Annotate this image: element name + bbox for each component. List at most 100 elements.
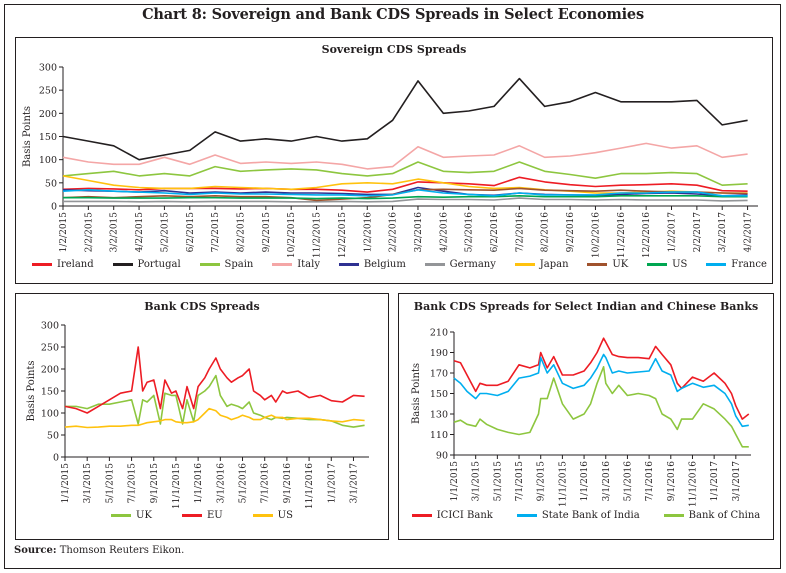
- legend-item: US: [252, 510, 293, 521]
- legend-item: Japan: [514, 259, 569, 270]
- x-tick-label: 1/1/2017: [710, 461, 720, 502]
- y-axis-label: Basis Points: [26, 360, 37, 421]
- series-line-portugal: [62, 77, 748, 161]
- x-tick-label: 11/2/2016: [617, 212, 627, 258]
- bank-title: Bank CDS Spreads: [144, 300, 260, 313]
- sovereign-legend: Ireland Portugal Spain Italy Belgium Germany J…: [32, 259, 767, 270]
- x-tick-label: 9/2/2016: [566, 212, 576, 253]
- x-tick-label: 11/1/2016: [305, 463, 315, 509]
- x-tick-label: 9/1/2016: [283, 463, 293, 504]
- x-tick-label: 5/1/2015: [105, 463, 115, 504]
- y-tick-label: 300: [39, 63, 57, 74]
- x-tick-label: 5/1/2015: [493, 461, 503, 502]
- legend-item: US: [647, 259, 687, 270]
- x-tick-label: 2/2/2017: [693, 212, 703, 253]
- legend-swatch: [338, 263, 359, 266]
- x-tick-label: 9/1/2015: [537, 461, 547, 502]
- indian-chinese-panel: Bank CDS Spreads for Select Indian and C…: [398, 293, 774, 540]
- legend-item: Belgium: [338, 259, 406, 270]
- legend-item: UK: [587, 259, 628, 270]
- y-tick-label: 0: [51, 202, 57, 213]
- y-tick-label: 150: [39, 132, 57, 143]
- y-tick-label: 0: [53, 453, 59, 464]
- x-tick-label: 4/2/2015: [135, 212, 145, 253]
- legend-item: Ireland: [32, 259, 94, 270]
- series-line-icici-bank: [453, 337, 750, 420]
- x-tick-label: 3/1/2015: [472, 461, 482, 502]
- legend-item: Germany: [424, 259, 496, 270]
- indian-chinese-chart: 90 110 130 150 170 190 210 Basis Points 1/1/2015…: [411, 328, 751, 507]
- x-tick-label: 5/1/2016: [623, 461, 633, 502]
- legend-label: France: [731, 259, 767, 270]
- series-line-bank-of-china: [453, 366, 749, 448]
- y-tick-label: 130: [430, 410, 448, 421]
- x-tick-label: 3/1/2017: [349, 463, 359, 504]
- x-tick-label: 3/2/2017: [718, 212, 728, 253]
- series-line-us: [64, 407, 365, 429]
- y-tick-label: 110: [430, 430, 448, 441]
- legend-swatch: [181, 514, 202, 517]
- series-line-ireland: [62, 176, 748, 193]
- sovereign-chart: 0 50 100 150 200 250 300 Basis Points 1/2/2015 2/…: [22, 63, 758, 258]
- legend-label: Italy: [297, 259, 320, 270]
- x-tick-label: 6/2/2016: [490, 212, 500, 253]
- series-line-state-bank-of-india: [453, 353, 749, 428]
- legend-swatch: [516, 514, 537, 517]
- x-tick-label: 4/2/2016: [439, 212, 449, 253]
- bank-chart: 0 50 100 150 200 250 300 Basis Points 1/1/2015 3/…: [26, 321, 369, 509]
- x-tick-label: 10/2/2016: [591, 212, 601, 258]
- y-axis-label: Basis Points: [411, 363, 422, 424]
- x-tick-label: 7/1/2015: [515, 461, 525, 502]
- y-tick-label: 170: [430, 369, 448, 380]
- legend-swatch: [199, 263, 220, 266]
- bank-panel: Bank CDS Spreads 0 50 100 150 200 250 300 Basis…: [15, 293, 389, 540]
- legend-label: Germany: [449, 259, 496, 270]
- y-tick-label: 300: [41, 321, 59, 332]
- legend-swatch: [587, 263, 608, 266]
- y-tick-label: 50: [47, 431, 59, 442]
- y-tick-label: 50: [45, 178, 57, 189]
- y-tick-label: 150: [41, 387, 59, 398]
- legend-label: Belgium: [363, 259, 406, 270]
- legend-item: EU: [181, 510, 223, 521]
- y-tick-label: 150: [430, 389, 448, 400]
- series-line-france: [62, 189, 748, 197]
- legend-item: ICICI Bank: [411, 510, 493, 521]
- legend-swatch: [111, 514, 132, 517]
- legend-swatch: [272, 263, 293, 266]
- x-tick-label: 3/1/2016: [602, 461, 612, 502]
- legend-label: ICICI Bank: [436, 510, 493, 521]
- legend-item: Portugal: [112, 259, 181, 270]
- x-tick-label: 1/1/2016: [194, 463, 204, 504]
- x-tick-label: 3/1/2017: [732, 461, 742, 502]
- x-tick-label: 7/2/2016: [515, 212, 525, 253]
- y-tick-label: 100: [41, 409, 59, 420]
- x-tick-label: 9/2/2015: [262, 212, 272, 253]
- x-tick-label: 10/2/2015: [287, 212, 297, 258]
- y-tick-label: 90: [436, 451, 448, 462]
- x-tick-label: 2/2/2015: [84, 212, 94, 253]
- legend-label: UK: [612, 259, 629, 270]
- x-tick-label: 12/2/2016: [642, 212, 652, 258]
- series-line-eu: [64, 346, 365, 414]
- legend-label: Spain: [224, 259, 254, 270]
- legend-swatch: [647, 263, 668, 266]
- legend-swatch: [514, 263, 535, 266]
- source-note: Source: Thomson Reuters Eikon.: [14, 545, 184, 556]
- series-line-uk: [65, 374, 365, 428]
- y-tick-label: 190: [430, 348, 448, 359]
- series-line-germany: [63, 197, 748, 203]
- legend-swatch: [706, 263, 727, 266]
- x-tick-label: 11/1/2015: [558, 461, 568, 507]
- legend-swatch: [252, 514, 273, 517]
- legend-item: Italy: [272, 259, 320, 270]
- x-tick-label: 3/1/2015: [83, 463, 93, 504]
- legend-item: France: [706, 259, 767, 270]
- legend-label: Portugal: [137, 259, 181, 270]
- chart-frame: [4, 4, 781, 569]
- y-tick-label: 250: [39, 86, 57, 97]
- x-tick-label: 2/2/2016: [389, 212, 399, 253]
- x-tick-label: 1/1/2015: [450, 461, 460, 502]
- legend-swatch: [112, 263, 133, 266]
- legend-item: State Bank of India: [516, 510, 640, 521]
